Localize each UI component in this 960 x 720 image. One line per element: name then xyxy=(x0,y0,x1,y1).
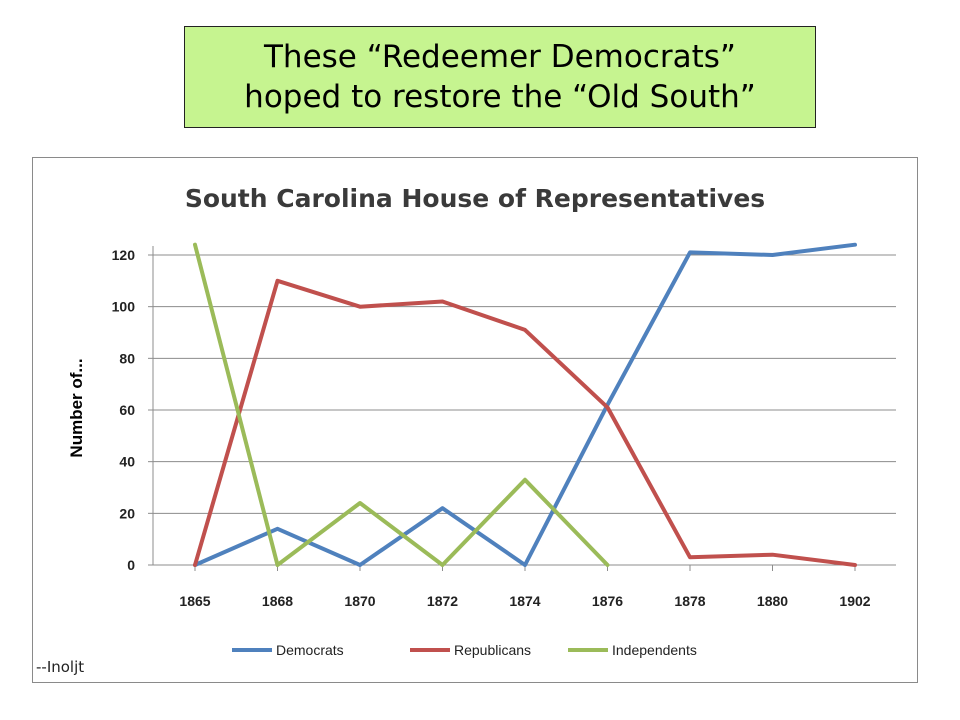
slide-title-banner: These “Redeemer Democrats” hoped to rest… xyxy=(184,26,816,128)
legend: Democrats Republicans Independents xyxy=(232,642,697,658)
x-tick-label: 1880 xyxy=(757,593,788,609)
series-line-independents xyxy=(193,242,610,567)
y-tick-label: 20 xyxy=(119,505,135,521)
x-tick-label: 1868 xyxy=(262,593,293,609)
credit-text: --Inoljt xyxy=(36,658,85,676)
banner-line-2: hoped to restore the “Old South” xyxy=(244,79,756,115)
y-tick-label: 80 xyxy=(119,350,135,366)
x-tick-label: 1902 xyxy=(839,593,870,609)
y-tick-label: 120 xyxy=(112,247,136,263)
y-tick-label: 40 xyxy=(119,454,135,470)
series-lines xyxy=(193,242,857,567)
legend-label-republicans: Republicans xyxy=(454,642,531,658)
y-tick-label: 0 xyxy=(127,557,135,573)
chart-frame xyxy=(32,157,918,683)
x-tick-label: 1874 xyxy=(509,593,540,609)
legend-label-independents: Independents xyxy=(612,642,697,658)
x-tick-label: 1872 xyxy=(427,593,458,609)
x-tick-label: 1865 xyxy=(179,593,210,609)
y-tick-label: 60 xyxy=(119,402,135,418)
x-tick-label: 1878 xyxy=(674,593,705,609)
x-tick-label: 1870 xyxy=(344,593,375,609)
legend-label-democrats: Democrats xyxy=(276,642,344,658)
series-line-democrats xyxy=(193,242,857,567)
y-axis-label: Number of... xyxy=(67,358,86,457)
tick-labels: 0 20 40 60 80 100 120 1865 1868 1870 1872 1874 1876 1… xyxy=(112,247,871,609)
banner-line-1: These “Redeemer Democrats” xyxy=(263,39,736,75)
gridlines xyxy=(153,254,896,514)
series-line-republicans xyxy=(193,278,857,567)
x-tick-label: 1876 xyxy=(592,593,623,609)
y-tick-label: 100 xyxy=(112,299,136,315)
axes xyxy=(148,246,896,571)
chart-title: South Carolina House of Representatives xyxy=(185,184,765,213)
